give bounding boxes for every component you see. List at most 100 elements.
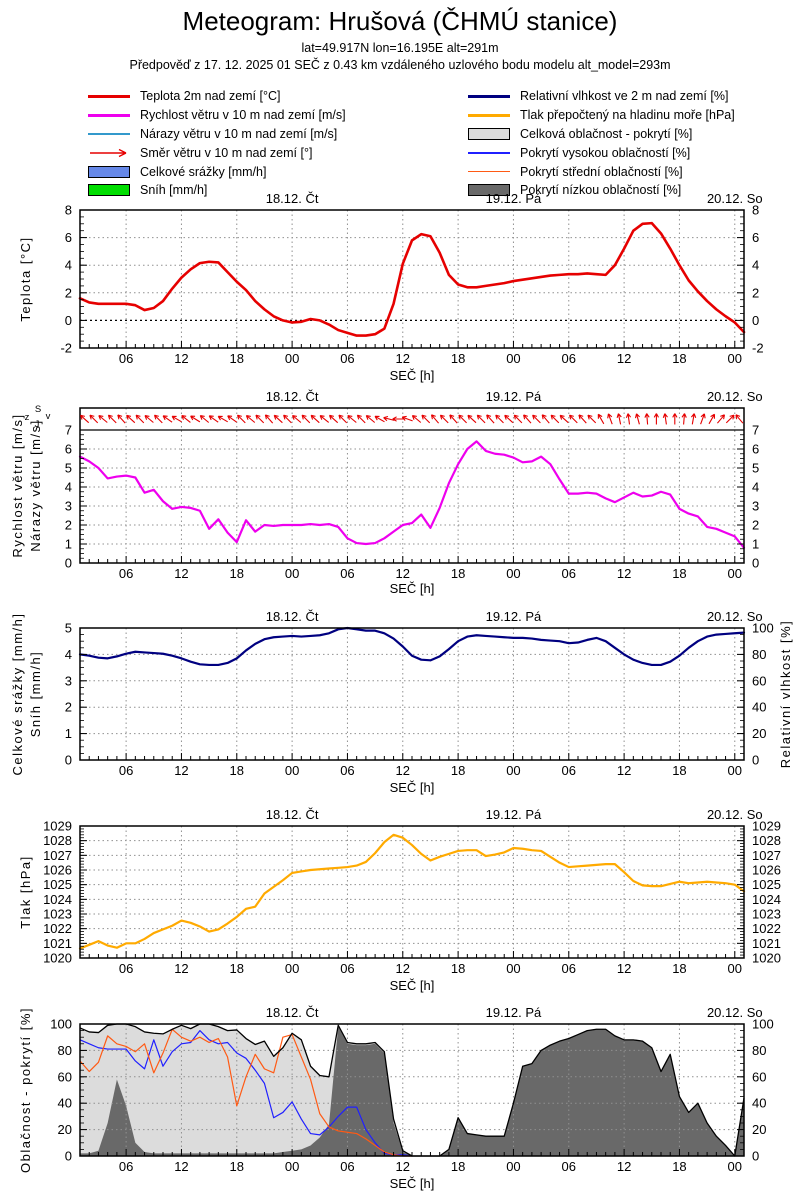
y-tick-label: 80 <box>58 1043 72 1058</box>
x-tick-label: 00 <box>285 1159 299 1174</box>
y-tick-label: 1024 <box>43 892 72 907</box>
x-tick-label: 06 <box>340 1159 354 1174</box>
legend-item-middle-cloud-cover: Pokrytí střední oblačností [%] <box>468 162 798 181</box>
subtitle-location: lat=49.917N lon=16.195E alt=291m <box>301 41 499 55</box>
legend-item-snow: Sníh [mm/h] <box>88 181 448 200</box>
y-tick-label: 1021 <box>752 936 781 951</box>
legend-item-sea-level-pressure: Tlak přepočtený na hladinu moře [hPa] <box>468 106 798 125</box>
wind-direction-arrow-icon <box>227 415 238 423</box>
y-tick-label: 1028 <box>43 833 72 848</box>
date-label: 20.12. So <box>707 1005 763 1020</box>
wind-direction-arrow-icon <box>283 414 292 424</box>
x-tick-label: 18 <box>672 566 686 581</box>
sea-level-pressure-line-swatch-icon <box>468 113 510 117</box>
y2-axis-title: Relativní vlhkost [%] <box>778 620 793 769</box>
y-tick-label: 1022 <box>752 921 781 936</box>
y-axis-title: Nárazy větru [m/s] <box>28 419 43 551</box>
date-label: 19.12. Pá <box>486 807 542 822</box>
wind-direction-arrow-icon <box>264 414 274 424</box>
y-tick-label: 40 <box>752 1096 766 1111</box>
x-tick-label: 06 <box>119 1159 133 1174</box>
wind-direction-arrow-icon <box>236 414 246 424</box>
y2-tick-label: 60 <box>752 673 766 688</box>
x-tick-label: 06 <box>340 566 354 581</box>
x-tick-label: 18 <box>451 1159 465 1174</box>
wind-direction-arrow-icon <box>607 413 613 425</box>
y-tick-label: 6 <box>752 442 759 457</box>
date-label: 20.12. So <box>707 807 763 822</box>
y-tick-label: 5 <box>752 461 759 476</box>
x-tick-label: 00 <box>506 961 520 976</box>
y-tick-label: 0 <box>752 1149 759 1164</box>
wind-direction-arrow-icon <box>495 414 504 424</box>
y-tick-label: 1023 <box>43 907 72 922</box>
wind-direction-arrow-icon <box>199 414 210 423</box>
x-tick-label: 00 <box>728 351 742 366</box>
wind-direction-arrow-icon <box>135 414 145 424</box>
x-tick-label: 18 <box>672 961 686 976</box>
y-tick-label: 20 <box>752 1122 766 1137</box>
wind-direction-arrow-icon <box>401 415 413 422</box>
wind-direction-arrow-icon <box>430 414 440 424</box>
y-tick-label: 5 <box>65 461 72 476</box>
x-tick-label: 06 <box>340 961 354 976</box>
y-tick-label: 2 <box>752 285 759 300</box>
y-tick-label: 4 <box>65 258 72 273</box>
compass-north-label: S <box>35 404 41 415</box>
wind-direction-arrow-icon <box>578 414 587 424</box>
wind-direction-10m-arrow-icon <box>88 147 130 159</box>
total-cloud-cover-box-swatch-icon <box>468 127 510 140</box>
x-tick-label: 18 <box>451 351 465 366</box>
x-tick-label: 12 <box>174 566 188 581</box>
x-tick-label: 12 <box>617 961 631 976</box>
y2-tick-label: 40 <box>752 700 766 715</box>
date-label: 18.12. Čt <box>266 1005 319 1020</box>
plot-border <box>79 627 745 761</box>
snow-box-swatch-icon <box>88 184 130 197</box>
relative-humidity-2m-line-swatch-icon <box>468 94 510 98</box>
wind-direction-arrow-icon <box>79 414 90 424</box>
x-tick-label: 18 <box>230 351 244 366</box>
wind-direction-arrow-icon <box>735 414 744 424</box>
wind-direction-arrow-icon <box>181 415 191 423</box>
x-tick-label: 06 <box>562 351 576 366</box>
y-tick-label: 1022 <box>43 921 72 936</box>
y-tick-label: -2 <box>752 341 764 356</box>
wind-direction-arrow-icon <box>162 415 173 423</box>
x-tick-label: 18 <box>672 351 686 366</box>
relative-humidity-2m-line <box>78 626 746 667</box>
y-tick-label: 1023 <box>752 907 781 922</box>
x-tick-label: 12 <box>174 763 188 778</box>
y-tick-label: 6 <box>65 230 72 245</box>
x-axis-title: SEČ [h] <box>390 780 435 795</box>
y-tick-label: 7 <box>65 423 72 438</box>
legend-item-label: Celková oblačnost - pokrytí [%] <box>520 126 693 141</box>
x-tick-label: 00 <box>285 566 299 581</box>
x-axis-title: SEČ [h] <box>390 581 435 596</box>
y-tick-label: 4 <box>752 258 759 273</box>
y-tick-label: 7 <box>752 423 759 438</box>
x-tick-label: 12 <box>396 351 410 366</box>
y-tick-label: 1 <box>752 537 759 552</box>
x-axis-title: SEČ [h] <box>390 368 435 383</box>
y-tick-label: 2 <box>65 700 72 715</box>
low-cloud-cover-box-swatch-icon <box>468 184 510 197</box>
date-label: 20.12. So <box>707 191 763 206</box>
wind-direction-arrow-icon <box>625 413 632 425</box>
wind-direction-arrow-icon <box>550 414 560 424</box>
wind-direction-arrow-icon <box>486 414 495 424</box>
x-tick-label: 00 <box>728 1159 742 1174</box>
y-tick-label: 1029 <box>43 819 72 834</box>
y-tick-label: 1027 <box>752 848 781 863</box>
x-tick-label: 18 <box>672 1159 686 1174</box>
low-cloud-cover-area <box>80 1026 744 1156</box>
y-tick-label: 0 <box>752 556 759 571</box>
y2-tick-label: 100 <box>752 621 774 636</box>
x-tick-label: 06 <box>562 566 576 581</box>
y-tick-label: 8 <box>752 203 759 218</box>
x-tick-label: 00 <box>728 763 742 778</box>
wind-speed-10m-line <box>78 440 746 549</box>
wind-direction-arrow-icon <box>319 415 330 423</box>
y-axis-title: Oblačnost - pokrytí [%] <box>18 1007 33 1173</box>
